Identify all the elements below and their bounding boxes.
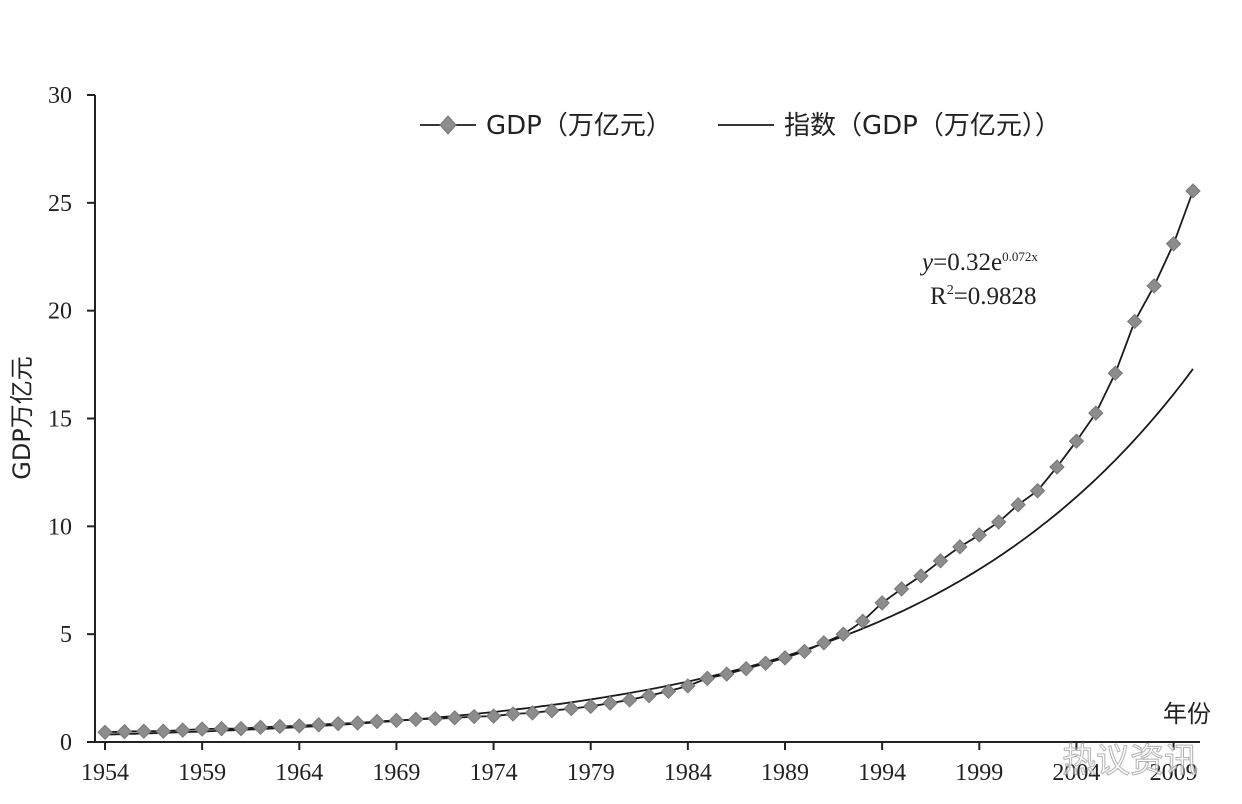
gdp-data-point <box>952 539 968 555</box>
gdp-data-point <box>466 708 482 725</box>
gdp-data-point <box>1165 236 1182 252</box>
gdp-data-point <box>680 678 696 694</box>
x-tick-label: 1969 <box>372 760 420 786</box>
x-axis-ticks: 1954 1959 1964 1969 1974 1979 1984 1989 1994 1999… <box>81 742 1198 786</box>
gdp-data-point <box>252 719 269 736</box>
gdp-data-point <box>874 595 890 611</box>
gdp-data-point <box>272 718 288 735</box>
gdp-data-point <box>913 568 929 584</box>
gdp-data-point <box>485 708 502 724</box>
gdp-data-point <box>291 718 307 734</box>
gdp-data-point <box>1107 365 1123 381</box>
gdp-data-point <box>330 715 346 732</box>
equation-body: =0.32e <box>933 249 1002 276</box>
gdp-data-point <box>175 722 191 738</box>
gdp-data-point <box>427 711 443 727</box>
gdp-data-point <box>1068 433 1085 449</box>
gdp-data-point <box>835 626 851 642</box>
gdp-data-point <box>602 695 618 711</box>
fit-equation: y=0.32e0.072x R2=0.9828 <box>919 249 1038 310</box>
y-tick-label: 0 <box>60 730 72 756</box>
x-tick-label: 2009 <box>1150 760 1198 786</box>
r-squared-text: R2=0.9828 <box>930 283 1037 310</box>
exponential-fit-line <box>104 368 1194 736</box>
x-tick-label: 1959 <box>178 760 226 786</box>
x-tick-label: 1984 <box>664 760 712 786</box>
gdp-data-point <box>311 717 327 733</box>
gdp-data-point <box>816 635 832 651</box>
x-tick-label: 1989 <box>761 760 809 786</box>
gdp-data-point <box>738 660 754 677</box>
gdp-data-point <box>641 687 657 704</box>
x-tick-label: 1994 <box>858 760 906 786</box>
x-axis-title: 年份 <box>1163 700 1211 728</box>
gdp-data-point <box>1146 278 1162 294</box>
gdp-data-point <box>1088 405 1104 421</box>
gdp-data-point <box>369 713 385 730</box>
r-squared-value: =0.9828 <box>954 283 1037 310</box>
y-tick-label: 10 <box>48 514 72 540</box>
gdp-data-point <box>349 715 366 731</box>
gdp-data-point <box>971 527 987 543</box>
gdp-data-point <box>660 683 677 700</box>
gdp-data-point <box>1010 497 1026 513</box>
watermark-text: 热议资讯 <box>1062 741 1198 781</box>
gdp-data-point <box>447 710 463 726</box>
legend-gdp-label: GDP（万亿元） <box>486 111 672 141</box>
equation-text: y=0.32e0.072x <box>919 249 1038 276</box>
gdp-data-point <box>505 706 521 722</box>
gdp-data-point <box>1029 483 1046 499</box>
legend: GDP（万亿元） 指数（GDP（万亿元）） <box>420 111 1061 141</box>
gdp-data-point <box>855 613 871 629</box>
gdp-data-point <box>991 514 1007 530</box>
x-tick-label: 1954 <box>81 760 129 786</box>
gdp-data-point <box>777 650 793 666</box>
y-tick-label: 15 <box>48 407 72 433</box>
x-tick-label: 1964 <box>275 760 323 786</box>
gdp-data-point <box>116 723 133 740</box>
gdp-data-point <box>233 720 249 737</box>
x-tick-label: 1974 <box>470 760 518 786</box>
x-tick-label: 2004 <box>1052 760 1100 786</box>
equation-exponent: 0.072x <box>1002 249 1038 264</box>
y-tick-label: 30 <box>48 83 72 109</box>
gdp-series-markers <box>97 183 1201 741</box>
gdp-data-point <box>194 721 210 737</box>
x-tick-label: 1979 <box>567 760 615 786</box>
y-axis-title: GDP万亿元 <box>8 356 36 480</box>
r-squared-power: 2 <box>947 283 954 298</box>
gdp-data-point <box>136 723 152 739</box>
gdp-data-point <box>524 705 541 721</box>
gdp-data-point <box>155 723 171 739</box>
gdp-data-point <box>1127 313 1143 330</box>
gdp-data-point <box>699 670 715 687</box>
legend-fit-label: 指数（GDP（万亿元）） <box>784 111 1061 141</box>
gdp-data-point <box>757 655 774 671</box>
y-tick-label: 25 <box>48 191 72 217</box>
gdp-data-point <box>544 703 560 719</box>
r-squared-r: R <box>930 283 947 310</box>
gdp-data-point <box>719 666 735 682</box>
y-axis-ticks: 0 5 10 15 20 25 30 <box>48 83 95 756</box>
gdp-data-point <box>213 720 230 737</box>
gdp-data-point <box>621 692 638 708</box>
equation-y: y <box>919 249 934 276</box>
y-tick-label: 5 <box>60 622 72 648</box>
x-tick-label: 1999 <box>955 760 1003 786</box>
legend-gdp-swatch-marker <box>439 115 457 135</box>
gdp-data-point <box>796 643 813 660</box>
gdp-data-point <box>1185 183 1201 199</box>
gdp-data-point <box>583 698 599 715</box>
gdp-data-point <box>408 711 424 728</box>
gdp-series-line <box>104 190 1194 734</box>
gdp-data-point <box>388 712 405 729</box>
gdp-data-point <box>893 581 910 597</box>
gdp-data-point <box>97 724 113 741</box>
gdp-data-point <box>932 553 949 569</box>
y-tick-label: 20 <box>48 299 72 325</box>
gdp-data-point <box>563 700 579 717</box>
gdp-data-point <box>1049 459 1065 475</box>
